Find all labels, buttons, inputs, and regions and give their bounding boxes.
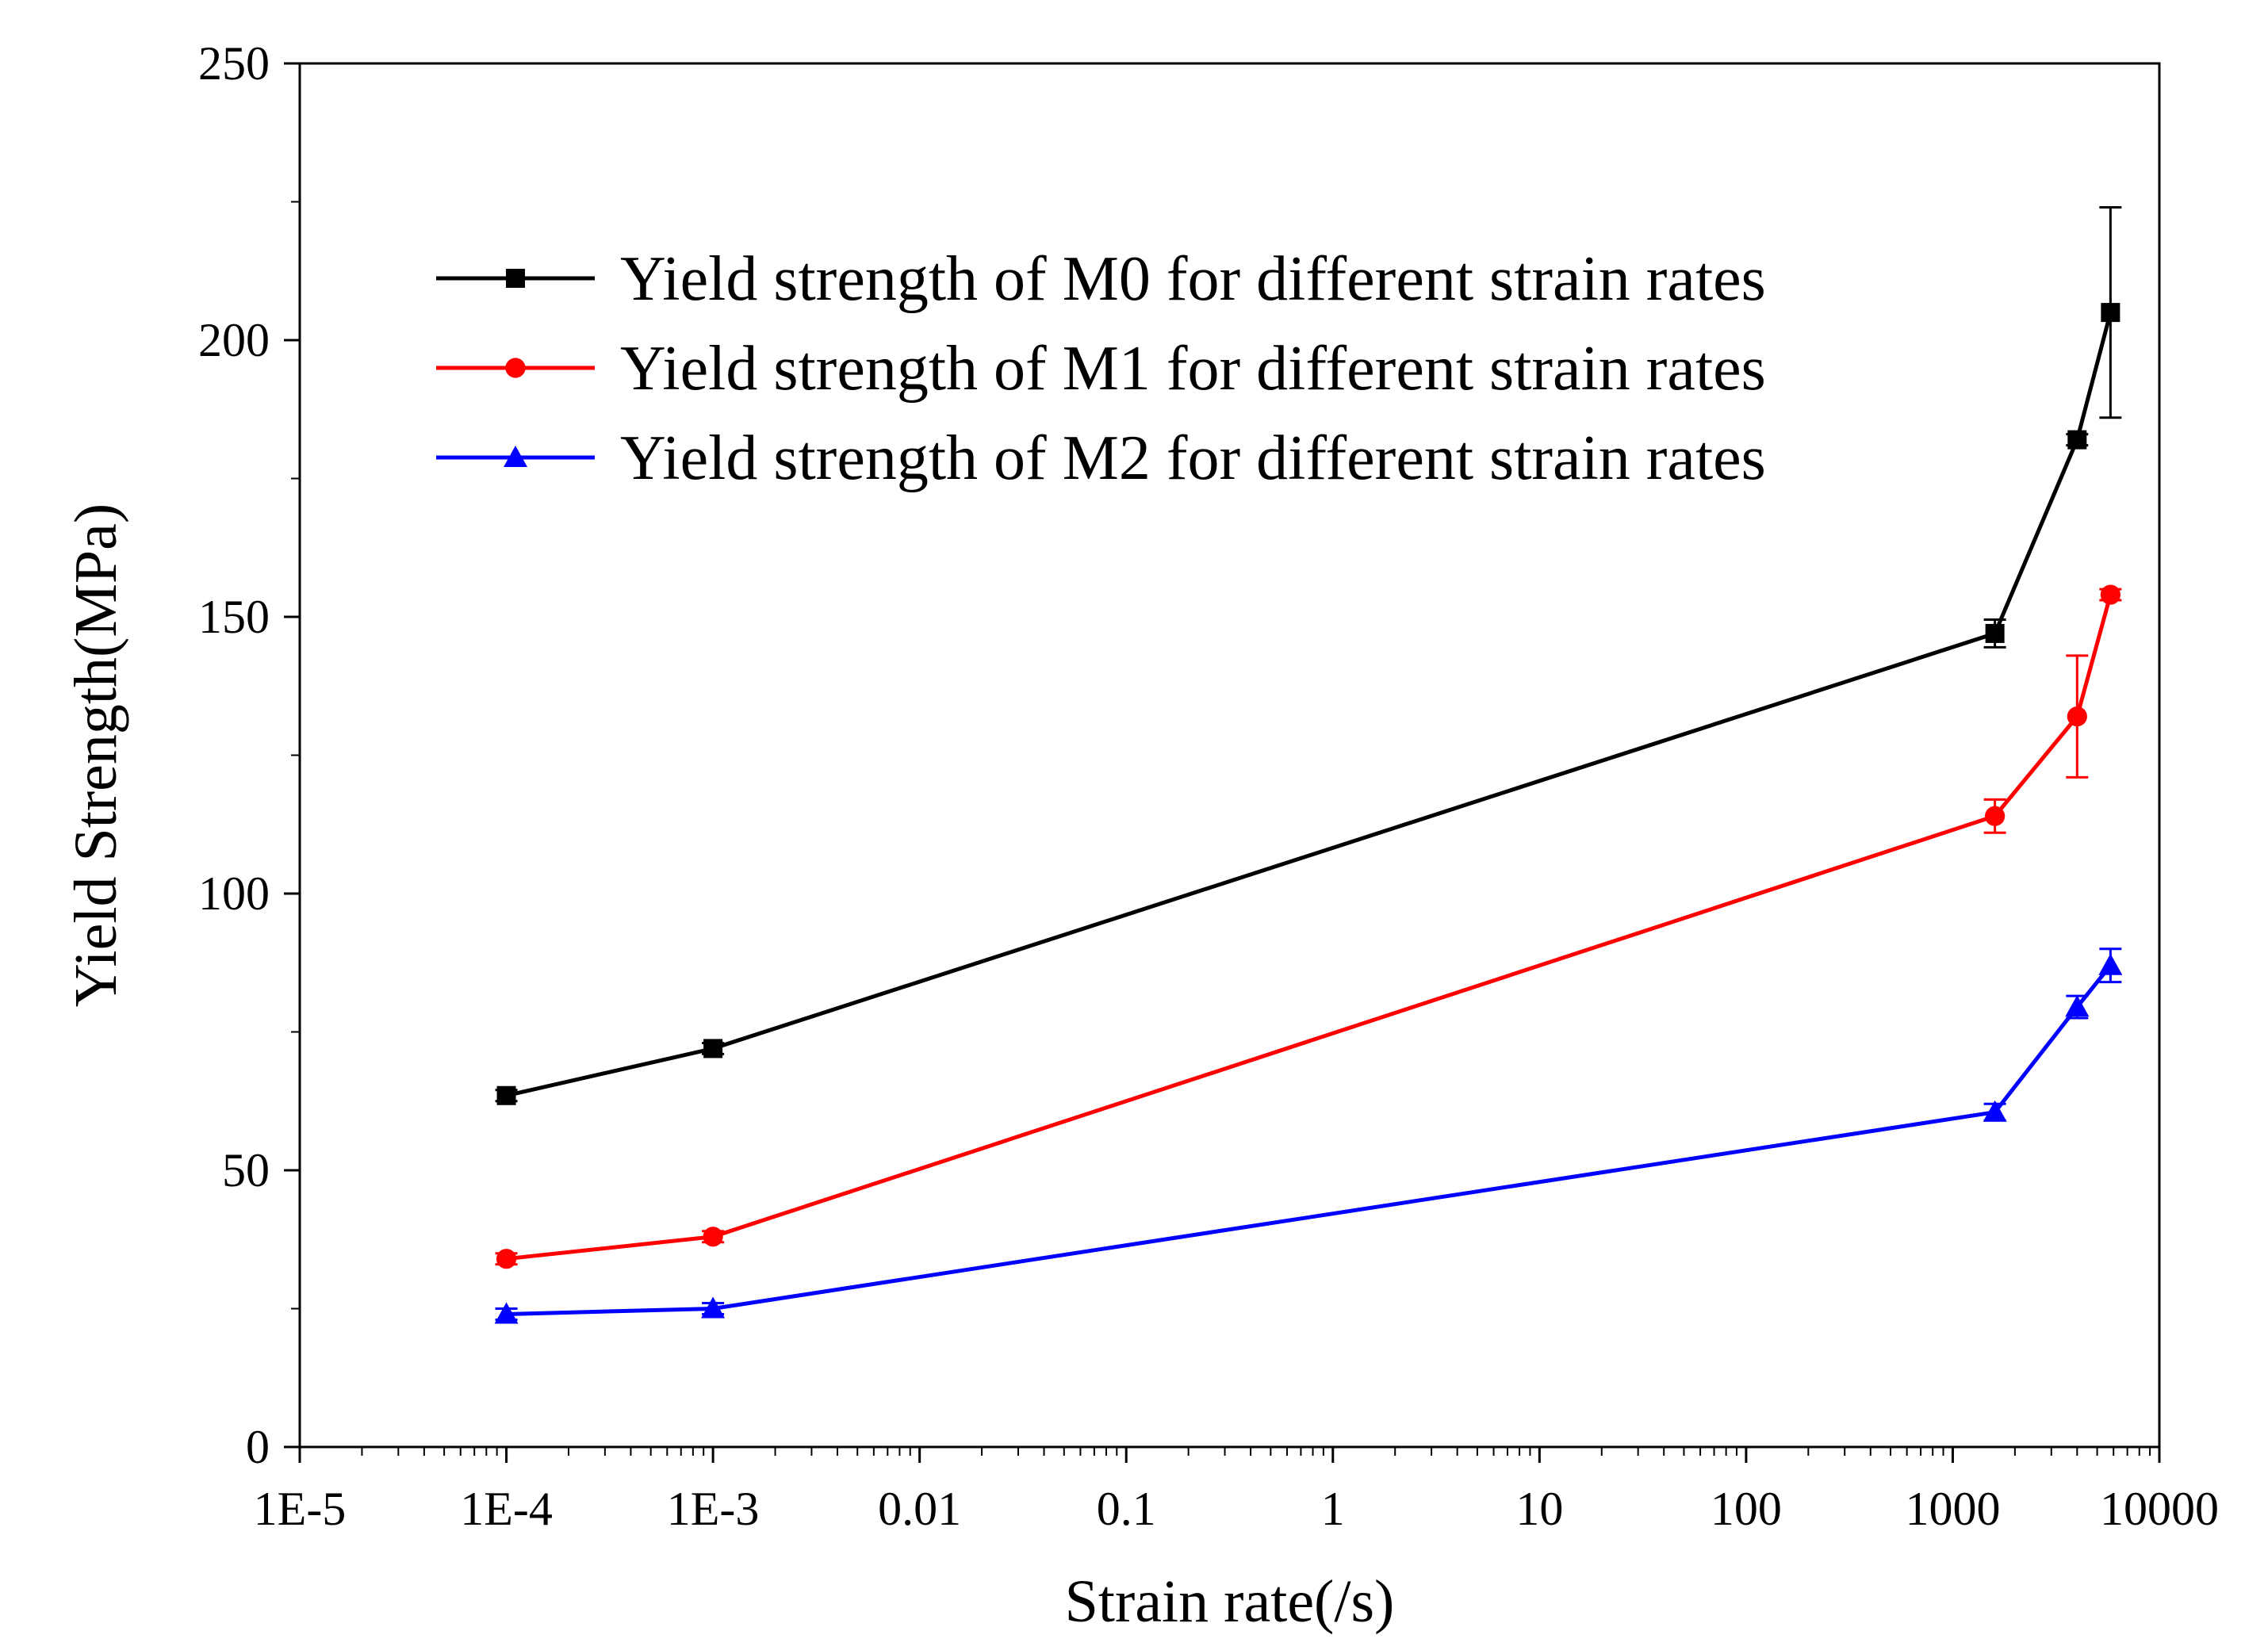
data-point: [1983, 1100, 2007, 1122]
legend-label: Yield strength of M1 for different strai…: [620, 334, 1766, 404]
legend-item-0: Yield strength of M0 for different strai…: [436, 244, 1766, 314]
x-tick-label: 0.01: [878, 1483, 961, 1535]
data-point: [2067, 430, 2087, 450]
legend-label: Yield strength of M2 for different strai…: [620, 423, 1766, 493]
y-axis-title: Yield Strength(MPa): [63, 503, 129, 1007]
x-tick-label: 10: [1515, 1483, 1563, 1535]
x-tick-label: 1E-3: [667, 1483, 760, 1535]
plot-frame: [298, 62, 2161, 1449]
x-tick-label: 1E-4: [460, 1483, 553, 1535]
x-tick-label: 10000: [2100, 1483, 2219, 1535]
data-point: [2100, 584, 2121, 605]
x-tick-label: 1E-5: [254, 1483, 347, 1535]
y-tick-label: 250: [198, 37, 270, 90]
y-tick-label: 150: [198, 591, 270, 643]
data-point: [701, 1296, 726, 1319]
data-point: [2101, 303, 2121, 323]
data-point: [703, 1039, 723, 1058]
y-tick-label: 100: [198, 867, 270, 920]
series-1: [495, 584, 2122, 1269]
x-axis-title: Strain rate(/s): [1065, 1568, 1395, 1635]
data-point: [494, 1302, 519, 1324]
data-point: [1985, 806, 2006, 826]
data-point: [1985, 623, 2005, 643]
series-0: [495, 205, 2122, 1105]
legend: Yield strength of M0 for different strai…: [436, 244, 1766, 493]
data-point: [496, 1085, 516, 1105]
legend-item-1: Yield strength of M1 for different strai…: [436, 334, 1766, 404]
y-tick-label: 0: [246, 1421, 270, 1473]
data-point: [2098, 953, 2123, 975]
legend-marker: [504, 446, 527, 467]
data-point: [2065, 995, 2090, 1017]
series-line: [506, 964, 2113, 1316]
series-group: [494, 205, 2123, 1324]
x-tick-label: 1000: [1905, 1483, 2000, 1535]
y-tick-label: 50: [222, 1144, 270, 1196]
data-point: [703, 1227, 723, 1247]
x-tick-label: 0.1: [1097, 1483, 1156, 1535]
legend-marker: [506, 269, 525, 288]
x-tick-label: 1: [1321, 1483, 1345, 1535]
data-point: [496, 1249, 517, 1269]
tick-labels: 1E-5 1E-4 1E-3 0.01 0.1 1 10 100 1000 10000 0 50 100…: [198, 37, 2219, 1535]
series-line: [506, 594, 2113, 1261]
series-2: [494, 947, 2123, 1324]
y-tick-label: 200: [198, 314, 270, 366]
data-point: [2067, 706, 2087, 727]
legend-label: Yield strength of M0 for different strai…: [620, 244, 1766, 314]
legend-item-2: Yield strength of M2 for different strai…: [436, 423, 1766, 493]
x-tick-label: 100: [1711, 1483, 1782, 1535]
axis-ticks: [284, 62, 2161, 1463]
legend-marker: [505, 358, 526, 378]
